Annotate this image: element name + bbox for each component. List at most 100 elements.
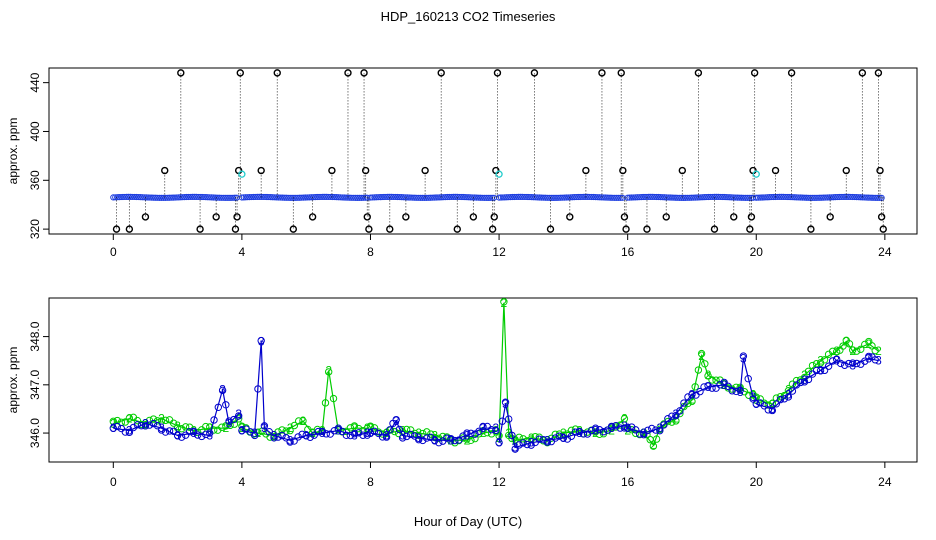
series-point-3	[294, 433, 302, 441]
flagged-point	[842, 166, 850, 175]
baseline-point	[425, 194, 432, 201]
baseline-point	[146, 194, 154, 201]
series-point-3	[764, 406, 773, 414]
baseline-point	[495, 194, 503, 201]
baseline-point	[551, 194, 559, 201]
baseline-point	[404, 194, 411, 201]
series-point-2	[519, 435, 527, 443]
series-point-3	[218, 386, 227, 395]
baseline-point	[225, 194, 233, 201]
baseline-point	[298, 194, 305, 201]
series-marker-3: 3	[496, 436, 503, 450]
series-point-2	[321, 399, 330, 407]
bottom-x-tick-label: 24	[878, 475, 892, 489]
baseline-point	[198, 193, 206, 201]
series-marker-3: 3	[393, 414, 400, 428]
bottom-x-tick-label: 16	[621, 475, 635, 489]
series-marker-3: 3	[785, 387, 792, 401]
series-marker-3: 3	[271, 428, 278, 442]
top-ylabel: approx. ppm	[6, 118, 20, 185]
series-point-3	[370, 427, 379, 435]
flagged-point	[662, 213, 670, 221]
baseline-point	[501, 194, 508, 201]
baseline-point	[526, 193, 534, 201]
baseline-point	[836, 193, 843, 201]
series-marker-3: 3	[335, 424, 342, 438]
baseline-point	[863, 194, 870, 201]
series-point-3	[498, 417, 506, 425]
flagged-point	[453, 225, 461, 233]
series-point-3	[632, 426, 640, 434]
baseline-point	[557, 194, 564, 201]
series-point-3	[501, 398, 510, 406]
baseline-point	[532, 194, 539, 201]
baseline-point	[630, 194, 637, 201]
baseline-point	[839, 193, 847, 201]
flagged-point	[490, 213, 498, 221]
baseline-point	[150, 194, 157, 201]
series-marker-2: 2	[833, 344, 840, 358]
series-point-3	[492, 426, 500, 435]
flagged-point	[787, 69, 796, 77]
baseline-point	[244, 194, 251, 201]
series-point-2	[756, 395, 764, 403]
baseline-point	[388, 193, 395, 200]
baseline-point	[563, 194, 570, 201]
baseline-point	[164, 194, 171, 201]
baseline-point	[204, 194, 211, 201]
baseline-point	[784, 193, 791, 201]
baseline-point	[812, 194, 820, 201]
baseline-point	[647, 193, 654, 200]
baseline-point	[561, 194, 568, 201]
series-marker-2: 2	[383, 426, 390, 440]
series-point-3	[177, 433, 186, 441]
baseline-point	[555, 194, 562, 201]
baseline-point	[678, 194, 685, 201]
series-point-3	[551, 434, 560, 442]
baseline-point	[465, 194, 472, 201]
baseline-point	[294, 194, 301, 201]
series-marker-3: 3	[833, 354, 840, 368]
series-marker-3: 3	[319, 426, 326, 440]
baseline-point	[254, 193, 261, 201]
baseline-point	[222, 194, 229, 201]
series-point-2	[439, 432, 447, 441]
series-marker-2: 2	[364, 421, 371, 435]
flagged-point	[231, 225, 240, 233]
flagged-point	[112, 225, 121, 233]
series-point-3	[378, 433, 387, 441]
series-point-3	[652, 426, 660, 434]
baseline-point	[265, 193, 272, 201]
series-marker-3: 3	[464, 428, 471, 442]
baseline-point	[436, 194, 444, 201]
baseline-point	[123, 193, 130, 201]
bottom-x-tick-label: 0	[110, 475, 117, 489]
series-point-2	[157, 417, 166, 425]
baseline-point	[296, 194, 303, 201]
baseline-point	[505, 194, 512, 201]
series-point-2	[691, 383, 699, 391]
series-marker-3: 3	[206, 428, 213, 442]
baseline-point	[438, 194, 445, 201]
series-point-3	[214, 403, 223, 411]
series-point-3	[354, 429, 363, 437]
baseline-point	[732, 194, 739, 201]
series-point-2	[595, 430, 604, 439]
baseline-point	[187, 193, 194, 201]
series-point-2	[329, 394, 338, 403]
baseline-point	[121, 193, 128, 201]
baseline-point	[538, 194, 545, 201]
series-point-3	[149, 419, 158, 428]
top-plot	[110, 69, 887, 233]
series-point-3	[451, 436, 459, 445]
top-axes: 0 4 8 12 16 20 24 320 360 400 440	[28, 72, 892, 259]
baseline-point	[179, 194, 186, 201]
baseline-point	[670, 194, 678, 201]
series-point-3	[395, 425, 404, 434]
series-point-3	[636, 430, 644, 438]
series-point-3	[487, 425, 496, 434]
series-point-3	[599, 428, 608, 436]
series-marker-3: 3	[528, 436, 535, 450]
flagged-point	[750, 69, 759, 77]
series-point-3	[660, 421, 668, 429]
